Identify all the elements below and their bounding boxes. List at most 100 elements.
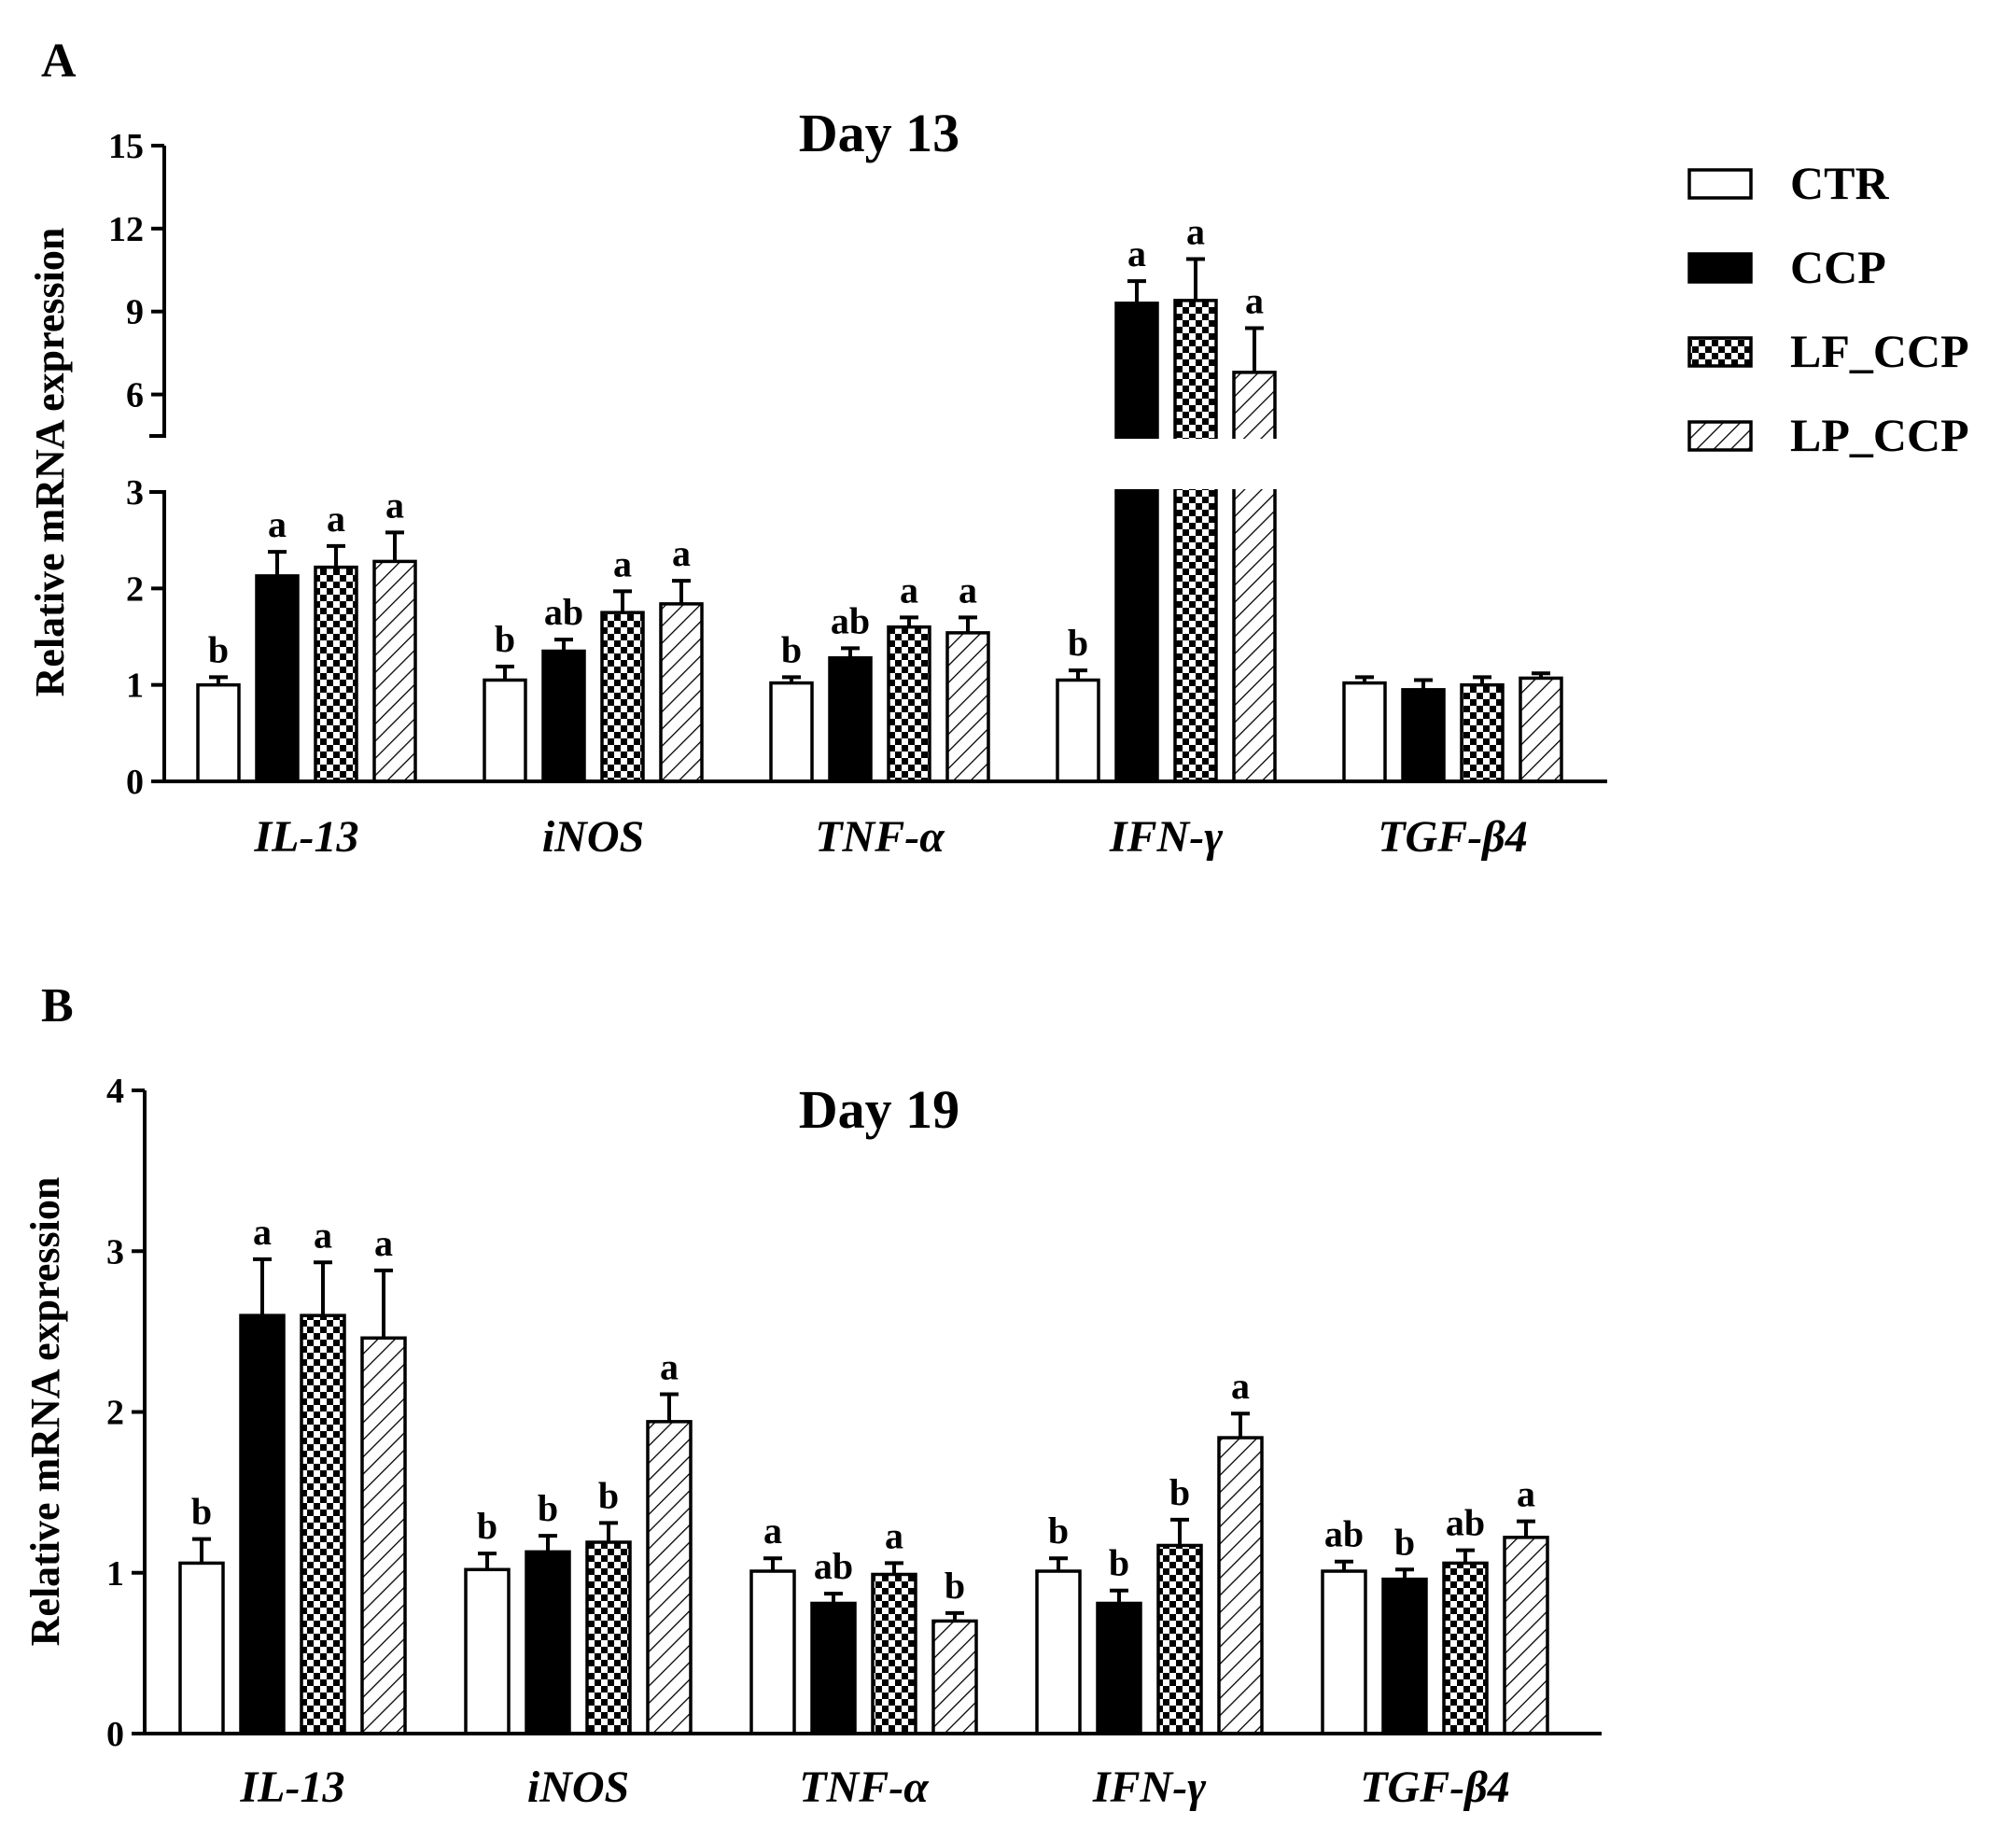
x-tick-label-a-tgf-4: TGF-β4 [1378, 812, 1528, 862]
sig-label-b-il-13-ctr: b [191, 1491, 212, 1533]
y-tick-label-b-1: 1 [106, 1554, 124, 1594]
bar-b-tnf-ccp [810, 1601, 857, 1735]
sig-label-a-ifn-lf-ccp: a [1186, 210, 1205, 252]
y-axis-label-a: Relative mRNA expression [27, 228, 73, 697]
bar-b-ifn-lf-ccp [1156, 1543, 1203, 1735]
x-tick-label-a-il-13: IL-13 [254, 812, 359, 862]
bar-b-tgf-4-ccp [1381, 1577, 1428, 1735]
bar-b-tgf-4-ctr [1321, 1569, 1367, 1735]
bar-a-ifn-ctr [1056, 678, 1100, 783]
legend-swatch-lp-ccp [1687, 420, 1753, 452]
sig-label-a-tnf-ccp: ab [831, 599, 870, 641]
panel-letter-a: A [41, 35, 77, 88]
sig-label-a-tnf-lf-ccp: a [900, 569, 918, 611]
x-tick-label-b-tnf: TNF-α [799, 1763, 930, 1812]
sig-label-b-il-13-ccp: a [253, 1211, 272, 1253]
bar-a-tgf-4-ctr [1342, 681, 1387, 783]
sig-label-b-inos-lf-ccp: b [598, 1474, 619, 1516]
y-tick-label-a-0: 0 [126, 763, 144, 802]
bar-b-tnf-lp-ccp [931, 1619, 978, 1735]
sig-label-a-ifn-ctr: b [1068, 622, 1088, 664]
legend-swatch-ctr [1687, 168, 1753, 200]
x-tick-label-b-inos: iNOS [527, 1763, 629, 1812]
bar-a-il-13-ccp [255, 574, 300, 783]
sig-label-b-ifn-ccp: b [1109, 1542, 1129, 1584]
bar-a-inos-ccp [541, 649, 586, 783]
sig-label-b-tgf-4-lf-ccp: ab [1446, 1502, 1485, 1544]
bar-b-il-13-ctr [178, 1561, 225, 1735]
y-tick-label-a-6: 6 [126, 376, 144, 415]
y-tick-label-a-12: 12 [108, 210, 144, 249]
x-tick-label-a-inos: iNOS [542, 812, 644, 862]
sig-label-b-tnf-ccp: ab [814, 1545, 853, 1587]
x-tick-label-b-ifn: IFN-γ [1092, 1763, 1206, 1812]
legend-label-lf-ccp: LF_CCP [1790, 325, 1969, 377]
y-tick-label-a-9: 9 [126, 293, 144, 332]
sig-label-b-inos-lp-ccp: a [660, 1346, 679, 1388]
panel-letter-b: B [41, 979, 74, 1032]
bar-a-tnf-ccp [828, 655, 873, 783]
bar-b-ifn-ccp [1096, 1601, 1142, 1735]
y-tick-label-b-3: 3 [106, 1232, 124, 1271]
sig-label-b-inos-ccp: b [538, 1487, 558, 1529]
sig-label-b-tgf-4-lp-ccp: a [1517, 1473, 1535, 1515]
sig-label-b-tnf-lf-ccp: a [885, 1514, 903, 1556]
bar-b-inos-ccp [525, 1550, 571, 1735]
sig-label-b-tgf-4-ccp: b [1394, 1521, 1415, 1563]
bar-b-ifn-lp-ccp [1217, 1436, 1264, 1735]
y-tick-label-a-15: 15 [108, 127, 144, 166]
legend: CTR CCP LF_CCP LP_CCP [1687, 157, 1969, 461]
bar-b-tnf-ctr [749, 1569, 796, 1735]
y-tick-label-b-2: 2 [106, 1394, 124, 1433]
sig-label-b-tnf-lp-ccp: b [945, 1565, 965, 1607]
chart-title-b: Day 19 [799, 1079, 959, 1140]
sig-label-b-ifn-ctr: b [1048, 1510, 1069, 1552]
sig-label-a-il-13-lp-ccp: a [385, 484, 404, 526]
y-tick-label-a-2: 2 [126, 569, 144, 609]
sig-label-a-tnf-lp-ccp: a [959, 569, 977, 611]
bar-a-tnf-ctr [769, 681, 814, 783]
bar-a-tgf-4-lp-ccp [1519, 676, 1563, 783]
y-tick-label-a-3: 3 [126, 473, 144, 513]
sig-label-b-inos-ctr: b [477, 1505, 497, 1547]
legend-label-lp-ccp: LP_CCP [1790, 409, 1969, 461]
y-tick-label-a-1: 1 [126, 667, 144, 706]
bar-a-il-13-lp-ccp [372, 559, 417, 783]
bar-b-inos-ctr [464, 1567, 511, 1735]
sig-label-b-tgf-4-ctr: ab [1324, 1513, 1364, 1555]
y-tick-label-b-4: 4 [106, 1072, 124, 1111]
bar-a-inos-lf-ccp [600, 611, 645, 783]
bar-b-tgf-4-lp-ccp [1503, 1536, 1549, 1735]
sig-label-b-il-13-lp-ccp: a [374, 1222, 393, 1264]
x-tick-label-a-tnf: TNF-α [815, 812, 945, 862]
legend-swatch-ccp [1687, 252, 1753, 284]
sig-label-b-ifn-lf-ccp: b [1169, 1471, 1190, 1513]
bar-a-inos-ctr [483, 678, 527, 783]
bar-a-tnf-lf-ccp [887, 625, 931, 783]
x-tick-label-a-ifn: IFN-γ [1109, 812, 1223, 862]
x-tick-label-b-tgf-4: TGF-β4 [1360, 1763, 1510, 1812]
bar-a-tnf-lp-ccp [945, 631, 990, 783]
sig-label-a-tnf-ctr: b [781, 628, 802, 670]
bar-a-ifn-lp-ccp [1232, 371, 1277, 783]
x-tick-label-b-il-13: IL-13 [240, 1763, 345, 1812]
bar-a-inos-lp-ccp [659, 602, 704, 783]
bar-b-il-13-ccp [239, 1313, 286, 1735]
bar-b-inos-lf-ccp [585, 1540, 632, 1735]
sig-label-a-il-13-ccp: a [268, 503, 287, 545]
bar-a-ifn-lf-ccp [1173, 299, 1218, 783]
bar-b-il-13-lp-ccp [360, 1336, 407, 1735]
sig-label-a-inos-ccp: ab [544, 591, 583, 633]
bar-a-il-13-ctr [196, 682, 241, 783]
sig-label-a-inos-ctr: b [495, 618, 515, 660]
sig-label-a-ifn-ccp: a [1127, 232, 1146, 274]
bar-a-ifn-ccp [1114, 302, 1159, 783]
sig-label-b-il-13-lf-ccp: a [314, 1214, 332, 1256]
sig-label-a-inos-lp-ccp: a [672, 532, 691, 574]
sig-label-a-il-13-ctr: b [208, 628, 229, 670]
bar-a-tgf-4-lf-ccp [1460, 682, 1505, 783]
y-tick-label-b-0: 0 [106, 1715, 124, 1754]
sig-label-a-inos-lf-ccp: a [613, 542, 632, 584]
